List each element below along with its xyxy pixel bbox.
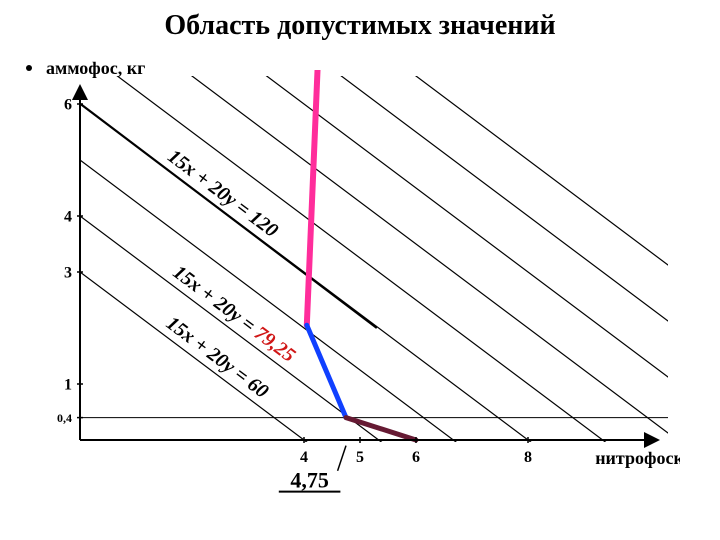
y-tick-label: 6 (64, 97, 72, 114)
y-tick-label: 4 (64, 209, 72, 226)
callout-label: 4,75 (290, 468, 329, 493)
x-tick-label: 6 (412, 449, 420, 466)
equation-label: 15x + 20y = 79,25 (169, 261, 300, 367)
constraint-blue (307, 325, 346, 417)
bold-iso-line (81, 104, 377, 328)
page-title: Область допустимых значений (0, 10, 720, 42)
y-tick-label: 1 (64, 377, 72, 394)
y-tick-label: 3 (64, 265, 72, 282)
x-axis-label: нитрофоска, кг (595, 448, 680, 468)
callout-leader (338, 446, 346, 471)
y-tick-label: 0,4 (57, 411, 72, 425)
svg-text:15x + 20y = 120: 15x + 20y = 120 (164, 145, 283, 242)
constraint-maroon (346, 418, 416, 440)
x-tick-label: 8 (524, 449, 532, 466)
bullet-dot (26, 65, 32, 71)
x-tick-label: 5 (356, 449, 364, 466)
chart-svg: 4 5 6 8 0,4 1 3 4 6 нитрофоска, кг 15x + 20y = 120… (40, 70, 680, 520)
equation-label: 15x + 20y = 120 (164, 145, 283, 242)
x-tick-label: 4 (300, 449, 308, 466)
svg-text:15x + 20y = 79,25: 15x + 20y = 79,25 (169, 261, 300, 367)
